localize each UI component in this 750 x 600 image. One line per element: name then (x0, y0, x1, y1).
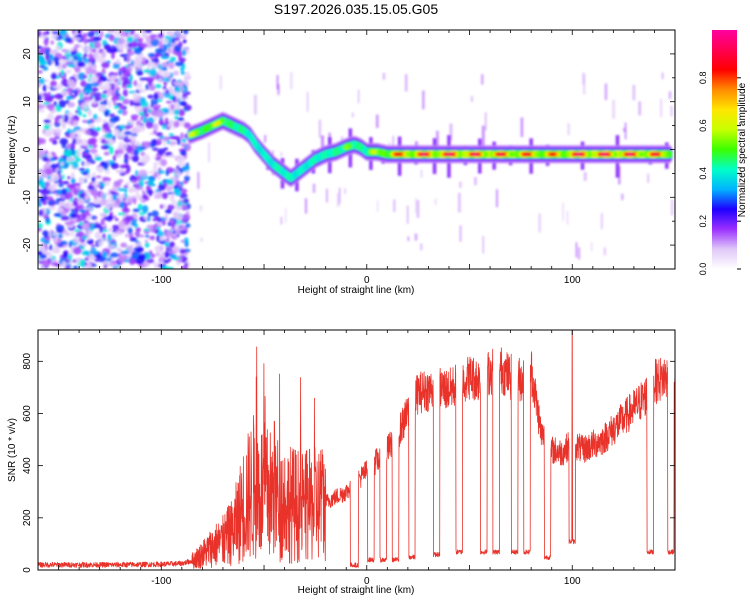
colorbar-label: Normalized spectral amplitude (737, 82, 748, 217)
colorbar: 0.0 0.2 0.4 0.6 0.8 Normalized spectral ampl… (698, 30, 748, 275)
snr-plot-area (38, 330, 675, 570)
spectrogram-y-axis-label: Frequency (Hz) (7, 116, 18, 185)
spectrogram-y-tick-label: 0 (22, 146, 33, 152)
snr-axes: -100 0 100 0 200 400 600 800 (22, 330, 676, 587)
snr-panel: -100 0 100 0 200 400 600 800 Height of straight… (7, 329, 676, 596)
colorbar-tick-label: 0.2 (698, 215, 708, 228)
spectrogram-x-tick-label: 100 (564, 275, 581, 286)
spectrogram-y-tick-label: 20 (22, 48, 33, 60)
snr-y-tick-label: 0 (22, 567, 33, 573)
spectrogram-y-tick-label: -20 (22, 237, 33, 252)
spectrogram-x-axis-label: Height of straight line (km) (298, 285, 415, 296)
colorbar-tick-label: 0.8 (698, 72, 708, 85)
snr-y-tick-label: 200 (22, 509, 33, 526)
colorbar-gradient (712, 30, 737, 269)
snr-x-axis-label: Height of straight line (km) (298, 585, 415, 596)
snr-y-axis-label: SNR (10 * v/v) (7, 418, 18, 482)
snr-y-tick-label: 400 (22, 457, 33, 474)
spectrogram-y-tick-label: 10 (22, 96, 33, 108)
snr-y-tick-label: 800 (22, 353, 33, 370)
colorbar-ticks: 0.0 0.2 0.4 0.6 0.8 (698, 72, 741, 276)
snr-line (38, 330, 675, 569)
spectrogram-x-tick-label: -100 (151, 275, 171, 286)
colorbar-tick-label: 0.4 (698, 167, 708, 180)
snr-y-tick-label: 600 (22, 405, 33, 422)
spectrogram-x-tick-label: 0 (364, 275, 370, 286)
snr-x-tick-label: 0 (364, 576, 370, 587)
figure-title: S197.2026.035.15.05.G05 (274, 1, 438, 17)
snr-frame (37, 329, 676, 571)
spectrogram-y-tick-label: -10 (22, 190, 33, 205)
spectrogram-heatmap (38, 30, 675, 269)
snr-x-tick-label: -100 (151, 576, 171, 587)
colorbar-tick-label: 0.6 (698, 119, 708, 132)
snr-x-tick-label: 100 (564, 576, 581, 587)
colorbar-tick-label: 0.0 (698, 263, 708, 276)
